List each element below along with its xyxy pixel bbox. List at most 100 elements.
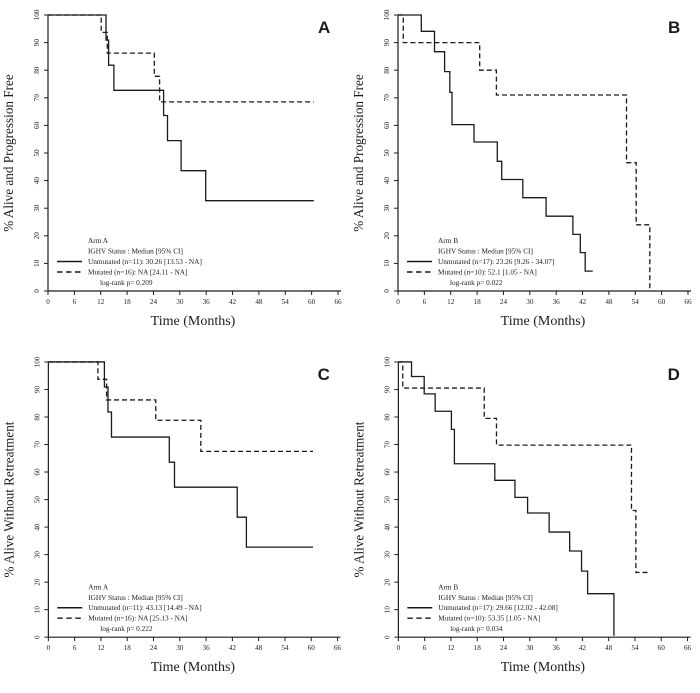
x-tick-label: 54 (631, 644, 639, 652)
x-tick-label: 54 (632, 298, 640, 306)
y-tick-label: 10 (383, 259, 391, 267)
y-tick-label: 80 (383, 66, 391, 74)
y-tick-label: 80 (33, 66, 41, 74)
x-tick-label: 6 (73, 298, 77, 306)
legend-arm-label: Arm B (438, 583, 458, 591)
x-tick-label: 12 (97, 644, 105, 652)
y-tick-label: 100 (33, 9, 41, 20)
y-tick-label: 80 (383, 413, 391, 421)
y-tick-label: 40 (383, 523, 391, 531)
km-curve-mutated (398, 361, 650, 574)
x-tick-label: 6 (423, 644, 427, 652)
y-tick-label: 60 (33, 121, 41, 129)
y-tick-label: 20 (383, 232, 391, 240)
y-tick-label: 60 (383, 121, 391, 129)
legend-entry-unmutated: Unmutated (n=11): 43.13 [14.49 - NA] (88, 604, 201, 612)
y-tick-label: 0 (33, 635, 41, 639)
x-tick-label: 18 (123, 298, 131, 306)
x-tick-label: 42 (229, 298, 237, 306)
x-tick-label: 48 (255, 644, 263, 652)
x-tick-label: 54 (282, 298, 290, 306)
y-axis-title: % Alive and Progression Free (1, 74, 16, 232)
y-tick-label: 50 (383, 149, 391, 157)
x-tick-label: 30 (526, 644, 534, 652)
legend-entry-mutated: Mutated (n=10): 53.35 [1.05 - NA] (438, 615, 540, 623)
km-curve-unmutated (48, 361, 314, 548)
x-tick-label: 36 (203, 644, 211, 652)
y-tick-label: 10 (33, 606, 41, 614)
x-tick-label: 24 (500, 298, 508, 306)
km-curve-unmutated (398, 14, 593, 272)
panel-a-chart: 0 6 12 18 24 30 36 42 48 54 60 66 0 10 20 30 40 50 60 70 80 9… (1, 9, 342, 329)
panel-c: 0 6 12 18 24 30 36 42 48 54 60 66 0 10 20 30 40 50 60 70 80 9… (0, 347, 350, 693)
legend-header: IGHV Status : Median [95% CI] (88, 594, 183, 602)
y-tick-label: 90 (383, 39, 391, 47)
y-tick-label: 0 (383, 289, 391, 293)
x-tick-label: 36 (553, 644, 561, 652)
x-tick-label: 48 (255, 298, 263, 306)
x-tick-label: 42 (229, 644, 237, 652)
km-curve-mutated (398, 14, 651, 290)
y-tick-label: 70 (383, 441, 391, 449)
y-tick-label: 40 (33, 523, 41, 531)
y-axis-title: % Alive Without Retreatment (1, 421, 16, 577)
legend-arm-label: Arm A (88, 583, 109, 591)
legend-pvalue: log-rank p= 0.209 (100, 278, 153, 287)
x-tick-label: 24 (500, 644, 508, 652)
legend-entry-unmutated: Unmutated (n=17): 29.66 [12.02 - 42.08] (438, 604, 558, 612)
x-tick-label: 48 (605, 298, 613, 306)
y-tick-label: 90 (383, 385, 391, 393)
x-axis-title: Time (Months) (501, 660, 586, 675)
legend-header: IGHV Status : Median [95% CI] (438, 247, 533, 256)
x-tick-label: 30 (176, 298, 184, 306)
panel-letter: B (668, 18, 680, 37)
y-tick-label: 50 (33, 149, 41, 157)
x-tick-label: 30 (526, 298, 534, 306)
y-tick-label: 0 (383, 635, 391, 639)
x-tick-label: 0 (397, 644, 401, 652)
y-tick-label: 40 (383, 177, 391, 185)
km-curve-mutated (48, 14, 314, 103)
legend-header: IGHV Status : Median [95% CI] (438, 594, 533, 602)
y-tick-label: 50 (33, 496, 41, 504)
x-tick-label: 60 (658, 644, 666, 652)
y-tick-label: 30 (33, 551, 41, 559)
x-tick-label: 24 (150, 644, 158, 652)
y-tick-label: 10 (383, 606, 391, 614)
y-tick-label: 10 (33, 259, 41, 267)
y-tick-label: 60 (383, 468, 391, 476)
y-tick-label: 20 (33, 232, 41, 240)
x-tick-label: 54 (281, 644, 289, 652)
x-tick-label: 30 (176, 644, 184, 652)
y-tick-label: 100 (33, 356, 41, 367)
x-tick-label: 48 (605, 644, 613, 652)
y-tick-label: 20 (383, 578, 391, 586)
x-axis-title: Time (Months) (151, 660, 236, 675)
x-tick-label: 60 (308, 644, 316, 652)
y-tick-label: 90 (33, 385, 41, 393)
y-tick-label: 100 (383, 9, 391, 20)
panel-letter: D (668, 365, 680, 384)
x-tick-label: 0 (396, 298, 400, 306)
legend-entry-unmutated: Unmutated (n=17): 23.26 [9.26 - 34.07] (438, 257, 554, 266)
legend-header: IGHV Status : Median [95% CI] (88, 247, 183, 256)
panel-c-chart: 0 6 12 18 24 30 36 42 48 54 60 66 0 10 20 30 40 50 60 70 80 9… (1, 356, 341, 675)
x-tick-label: 18 (124, 644, 132, 652)
panel-d-chart: 0 6 12 18 24 30 36 42 48 54 60 66 0 10 20 30 40 50 60 70 80 9… (351, 356, 692, 675)
y-tick-label: 60 (33, 468, 41, 476)
y-tick-label: 40 (33, 177, 41, 185)
x-tick-label: 12 (97, 298, 105, 306)
km-curve-unmutated (48, 14, 314, 202)
x-tick-label: 60 (658, 298, 666, 306)
km-curve-mutated (48, 361, 314, 453)
legend-arm-label: Arm B (438, 236, 458, 245)
x-axis-title: Time (Months) (501, 314, 586, 329)
y-tick-label: 30 (383, 551, 391, 559)
y-tick-label: 50 (383, 496, 391, 504)
y-tick-label: 0 (33, 289, 41, 293)
x-tick-label: 66 (684, 644, 692, 652)
panel-letter: C (318, 365, 330, 384)
x-tick-label: 6 (73, 644, 77, 652)
x-tick-label: 36 (553, 298, 561, 306)
